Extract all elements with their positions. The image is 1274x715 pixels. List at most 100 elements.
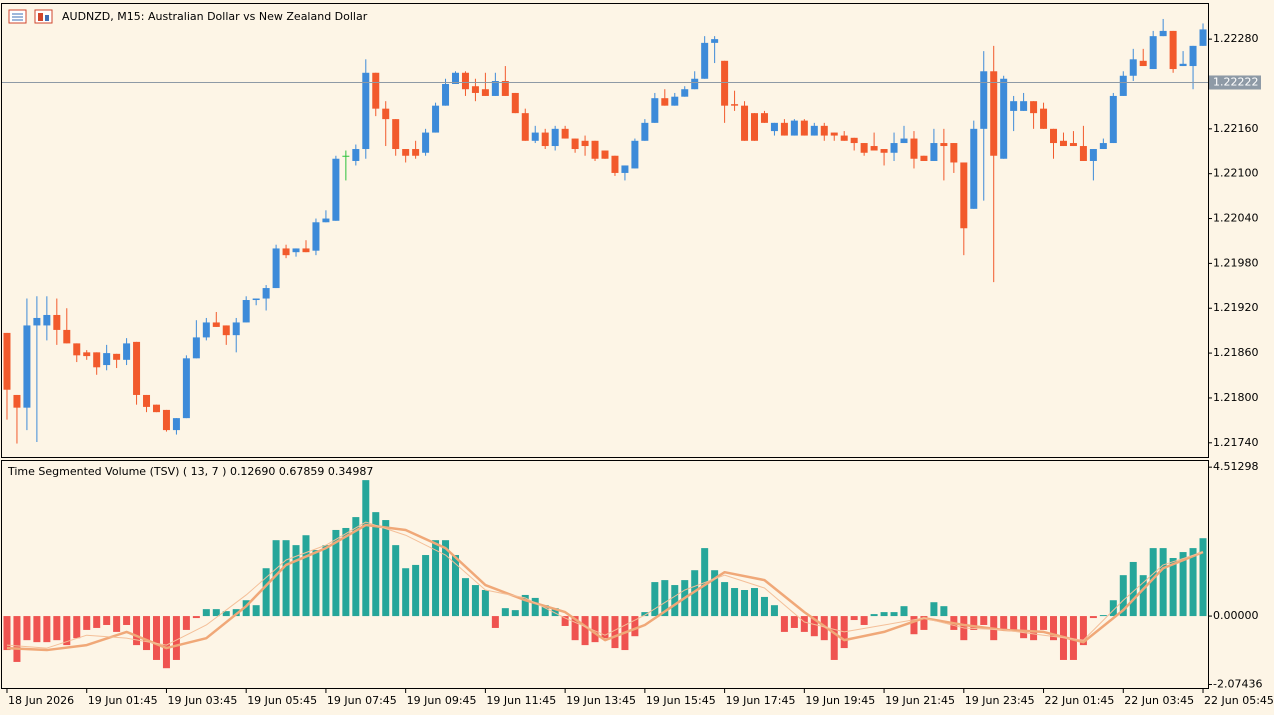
tsv-bar [980, 616, 988, 625]
candle-body [272, 248, 280, 289]
candle-body [322, 218, 330, 223]
candle-body [671, 96, 679, 106]
tsv-bar [322, 545, 330, 617]
tsv-bar [1089, 616, 1097, 619]
tsv-bar [1179, 552, 1187, 617]
y-tick-label: 1.22040 [1213, 212, 1259, 225]
indicator-title: Time Segmented Volume (TSV) ( 13, 7 ) 0.… [7, 465, 373, 478]
y-tick-label: -2.07436 [1213, 678, 1262, 691]
candle-body [601, 150, 609, 159]
candle-body [13, 394, 21, 408]
candle-body [970, 128, 978, 209]
candle-body [1109, 95, 1117, 144]
tsv-bar [661, 580, 669, 617]
tsv-bar [601, 616, 609, 639]
candle-body [621, 165, 629, 173]
tsv-bar [332, 529, 340, 617]
candle-body [1059, 140, 1067, 147]
tsv-bar [262, 568, 270, 617]
tsv-bar [870, 614, 878, 617]
tsv-bar [501, 608, 509, 617]
tsv-bar [910, 616, 918, 635]
tsv-bar [352, 517, 360, 617]
candle-body [292, 248, 300, 253]
tsv-bar [541, 605, 549, 617]
candle-body [681, 89, 689, 97]
tsv-bar [1099, 615, 1107, 617]
candle-body [491, 80, 499, 96]
tsv-bar [242, 600, 250, 617]
candle-body [611, 155, 619, 173]
y-tick-label: 1.21860 [1213, 346, 1259, 359]
tsv-bar [93, 616, 101, 628]
icon-bar [38, 13, 43, 21]
y-tick-label: 1.21800 [1213, 391, 1259, 404]
tsv-bar [1030, 616, 1038, 641]
candle-body [1099, 143, 1107, 150]
candle-body [382, 108, 390, 120]
candle-body [232, 322, 240, 336]
candle-body [840, 135, 848, 141]
candle-body [1030, 101, 1038, 114]
tsv-bar [691, 570, 699, 617]
tsv-bar [1159, 548, 1167, 617]
tsv-bar [810, 616, 818, 637]
candle-body [980, 71, 988, 129]
y-tick-label: 0.00000 [1213, 609, 1259, 622]
candle-body [1010, 101, 1018, 111]
tsv-bar [800, 616, 808, 632]
candle-body [1169, 30, 1177, 70]
candle-body [711, 39, 719, 43]
x-tick-label: 19 Jun 11:45 [486, 694, 556, 707]
candle-body [1179, 63, 1187, 67]
tsv-bar [760, 596, 768, 617]
candle-body [252, 298, 260, 301]
candle-body [900, 138, 908, 144]
candle-body [790, 120, 798, 136]
tsv-line [6, 521, 1204, 649]
candle-body [33, 317, 41, 326]
candle-body [143, 394, 151, 407]
candle-body [1050, 128, 1058, 144]
x-tick-label: 22 Jun 01:45 [1045, 694, 1115, 707]
icon-bar [45, 15, 49, 21]
candle-body [162, 409, 170, 431]
price-panel-frame [1, 3, 1209, 458]
tsv-bar [511, 610, 519, 617]
candle-body [1069, 143, 1077, 147]
candle-body [1079, 146, 1087, 161]
candle-body [152, 404, 160, 413]
candle-body [1040, 108, 1048, 129]
candle-body [1189, 45, 1197, 67]
y-tick-label: 1.22160 [1213, 122, 1259, 135]
candle-body [731, 104, 739, 106]
tsv-bar [1109, 600, 1117, 617]
tsv-bar [491, 616, 499, 628]
candle-body [302, 248, 310, 253]
tsv-bar [182, 616, 190, 630]
tsv-bar [1129, 561, 1137, 617]
tsv-bar [1050, 616, 1058, 641]
candle-body [950, 143, 958, 163]
tsv-bar [850, 616, 858, 621]
tsv-bar [521, 594, 529, 617]
tsv-bar [362, 480, 370, 617]
y-tick-label: 4.51298 [1213, 460, 1259, 473]
y-tick-label: 1.21920 [1213, 301, 1259, 314]
tsv-bar [1139, 575, 1147, 617]
candle-body [880, 149, 888, 153]
candle-body [481, 89, 489, 96]
candle-body [73, 343, 81, 356]
candle-body [1159, 30, 1167, 37]
candle-body [990, 71, 998, 156]
candle-body [1119, 75, 1127, 96]
tsv-bar [790, 616, 798, 628]
tsv-bar [471, 585, 479, 617]
tsv-bar [581, 616, 589, 646]
candle-body [3, 332, 11, 390]
tsv-bar [442, 540, 450, 617]
tsv-bar [392, 545, 400, 617]
x-tick-label: 19 Jun 05:45 [247, 694, 317, 707]
candle-body [332, 158, 340, 221]
